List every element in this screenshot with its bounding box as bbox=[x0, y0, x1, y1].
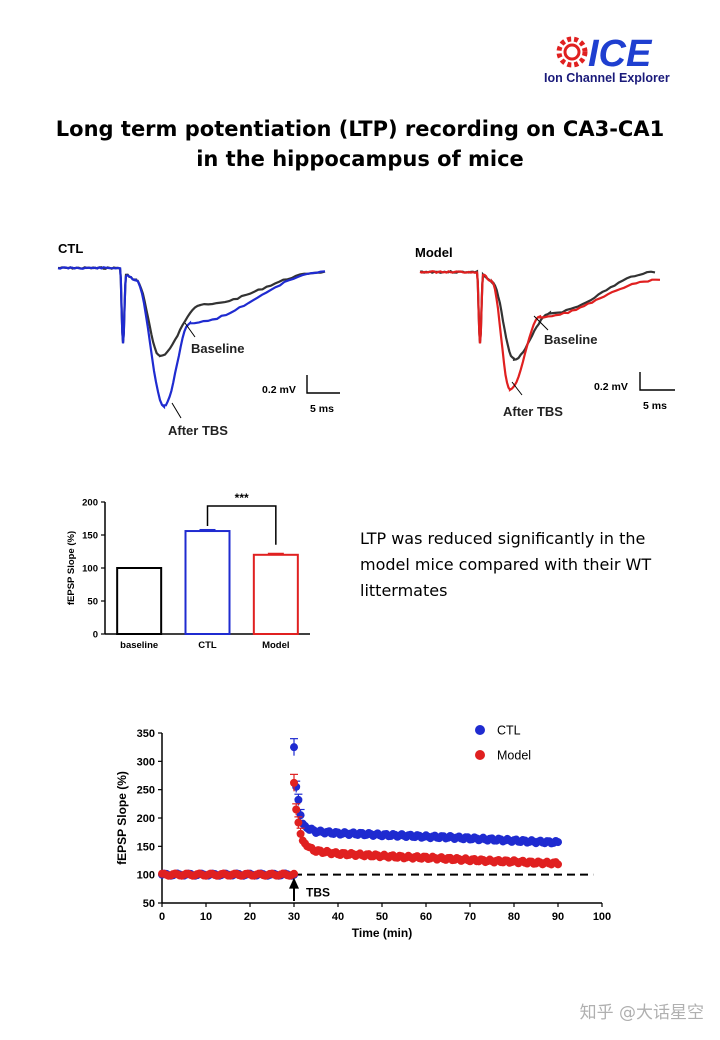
page-title: Long term potentiation (LTP) recording o… bbox=[0, 114, 720, 174]
time-x-tick-label: 100 bbox=[593, 911, 611, 923]
ctl-baseline-label: Baseline bbox=[191, 341, 244, 356]
logo-letters: ICE bbox=[588, 33, 653, 75]
ctl-after-label: After TBS bbox=[168, 423, 228, 438]
time-x-tick-label: 40 bbox=[332, 911, 344, 923]
ctl-after-tbs-trace bbox=[57, 266, 326, 410]
ctl-after-arrow bbox=[171, 402, 182, 419]
logo-text: Ion Channel Explorer bbox=[544, 71, 670, 85]
ctl-trace-panel: CTL Baseline After TBS 0.2 mV 5 ms bbox=[57, 241, 340, 438]
ltp-note: LTP was reduced significantly in the mod… bbox=[360, 529, 652, 600]
bar-baseline bbox=[116, 567, 163, 635]
bar-y-tick-label: 50 bbox=[87, 597, 98, 608]
tbs-label: TBS bbox=[306, 886, 330, 900]
time-y-tick-label: 150 bbox=[137, 841, 155, 853]
bar-category-label: baseline bbox=[120, 640, 158, 651]
model-after-arrow bbox=[511, 381, 523, 396]
time-y-tick-label: 350 bbox=[137, 728, 155, 740]
model-scale-bar bbox=[639, 372, 675, 391]
time-y-tick-label: 200 bbox=[137, 813, 155, 825]
time-x-tick-label: 50 bbox=[376, 911, 388, 923]
bar-ctl bbox=[184, 530, 231, 635]
ctl-scale-ms: 5 ms bbox=[310, 403, 334, 415]
time-y-tick-label: 100 bbox=[137, 870, 155, 882]
time-y-tick-label: 250 bbox=[137, 785, 155, 797]
legend-label-ctl: CTL bbox=[497, 724, 521, 738]
model-baseline-trace bbox=[419, 269, 656, 362]
model-after-label: After TBS bbox=[503, 404, 563, 419]
model-after-tbs-trace bbox=[419, 270, 661, 392]
bar-y-tick-label: 150 bbox=[82, 531, 98, 542]
model-trace-label: Model bbox=[415, 245, 453, 260]
title-line-2: in the hippocampus of mice bbox=[196, 147, 524, 171]
model-scale-ms: 5 ms bbox=[643, 400, 667, 412]
time-x-tick-label: 20 bbox=[244, 911, 256, 923]
time-x-tick-label: 30 bbox=[288, 911, 300, 923]
bar-category-label: Model bbox=[262, 640, 289, 651]
time-y-tick-label: 300 bbox=[137, 756, 155, 768]
model-trace-panel: Model Baseline After TBS 0.2 mV 5 ms bbox=[415, 245, 675, 419]
legend-marker-model bbox=[475, 750, 485, 760]
time-y-tick-label: 50 bbox=[143, 898, 155, 910]
time-y-axis-label: fEPSP Slope (%) bbox=[115, 771, 129, 865]
time-x-tick-label: 10 bbox=[200, 911, 212, 923]
ctl-baseline-arrow bbox=[184, 322, 196, 338]
bar-model bbox=[252, 553, 299, 635]
model-baseline-label: Baseline bbox=[544, 332, 597, 347]
model-baseline-arrow bbox=[533, 315, 549, 331]
time-x-tick-label: 0 bbox=[159, 911, 165, 923]
watermark: 知乎 @大话星空 bbox=[579, 1003, 704, 1023]
legend-label-model: Model bbox=[497, 749, 531, 763]
model-baseline-point bbox=[290, 869, 298, 878]
model-scale-mv: 0.2 mV bbox=[594, 381, 628, 393]
time-x-axis-label: Time (min) bbox=[352, 926, 412, 940]
ctl-data-point bbox=[554, 838, 562, 847]
gear-icon bbox=[556, 36, 588, 68]
bar-chart: 0 50 100 150 200 fEPSP Slope (%) baseline CTL Mo… bbox=[66, 491, 310, 651]
time-x-tick-label: 60 bbox=[420, 911, 432, 923]
ctl-scale-bar bbox=[306, 375, 340, 394]
bar-category-label: CTL bbox=[198, 640, 217, 651]
title-line-1: Long term potentiation (LTP) recording o… bbox=[55, 117, 665, 141]
bar-y-tick-label: 0 bbox=[93, 630, 98, 641]
bar-y-tick-label: 200 bbox=[82, 498, 98, 509]
ctl-trace-label: CTL bbox=[58, 241, 83, 256]
significance-label: *** bbox=[235, 491, 249, 505]
time-x-tick-label: 70 bbox=[464, 911, 476, 923]
significance-bracket bbox=[206, 505, 277, 545]
ice-logo: ICE Ion Channel Explorer bbox=[544, 33, 670, 85]
time-x-tick-label: 80 bbox=[508, 911, 520, 923]
tbs-arrow-head bbox=[289, 877, 299, 889]
legend-marker-ctl bbox=[475, 725, 485, 735]
ctl-scale-mv: 0.2 mV bbox=[262, 384, 296, 396]
time-course-chart: 50 100 150 200 250 300 350 0 10 20 30 40 50 60 70 80 90 1… bbox=[115, 724, 611, 941]
model-data-point bbox=[554, 860, 562, 869]
bar-y-axis-label: fEPSP Slope (%) bbox=[66, 531, 77, 605]
bar-y-tick-label: 100 bbox=[82, 564, 98, 575]
time-x-tick-label: 90 bbox=[552, 911, 564, 923]
